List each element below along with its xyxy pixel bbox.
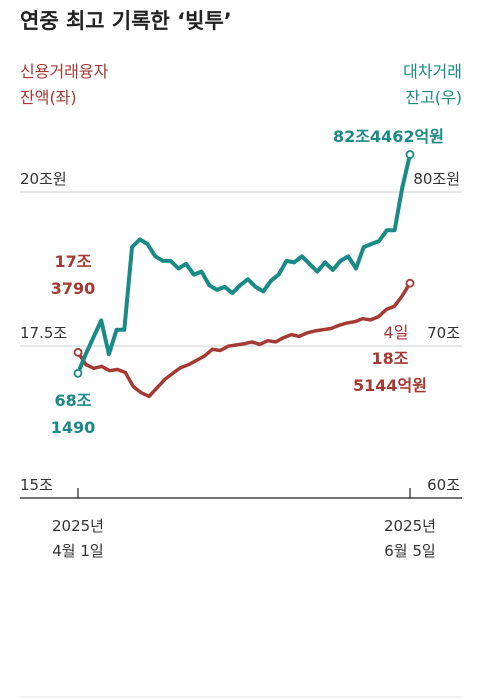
lending-start-marker	[73, 368, 83, 378]
left-tick-label-15: 15조	[20, 476, 53, 494]
credit-series-label-line1: 신용거래융자	[20, 62, 109, 81]
lending-series-line	[76, 152, 412, 376]
right-tick-label-60: 60조	[427, 476, 460, 494]
chart-title: 연중 최고 기록한 ‘빚투’	[20, 9, 232, 33]
start-date-line1: 2025년	[52, 517, 104, 535]
right-tick-label-70: 70조	[427, 324, 460, 342]
start-date-line2: 4월 1일	[52, 542, 103, 560]
lending-end-marker	[405, 150, 415, 159]
end-date-line1: 2025년	[384, 517, 436, 535]
credit-end-annotation-line1: 18조	[372, 349, 409, 368]
lending-start-annotation-line2: 1490	[51, 418, 96, 437]
credit-start-annotation-line2: 3790	[51, 279, 96, 298]
lending-end-annotation: 82조4462억원	[333, 127, 444, 146]
lending-start-annotation-line1: 68조	[55, 391, 92, 410]
lending-series-label-line2: 잔고(우)	[405, 88, 462, 107]
left-tick-label-20: 20조원	[20, 170, 67, 188]
credit-series-line	[76, 281, 412, 399]
credit-series-label-line2: 잔액(좌)	[20, 88, 77, 107]
credit-end-annotation-line2: 5144억원	[353, 376, 427, 395]
credit-start-marker	[73, 347, 83, 357]
credit-end-marker	[405, 278, 415, 288]
credit-end-date-annotation: 4일	[384, 323, 409, 342]
right-tick-label-80: 80조원	[413, 170, 460, 188]
end-date-line2: 6월 5일	[384, 542, 435, 560]
lending-series-label-line1: 대차거래	[403, 62, 462, 81]
credit-start-annotation-line1: 17조	[55, 252, 92, 271]
left-tick-label-17-5: 17.5조	[20, 324, 67, 342]
